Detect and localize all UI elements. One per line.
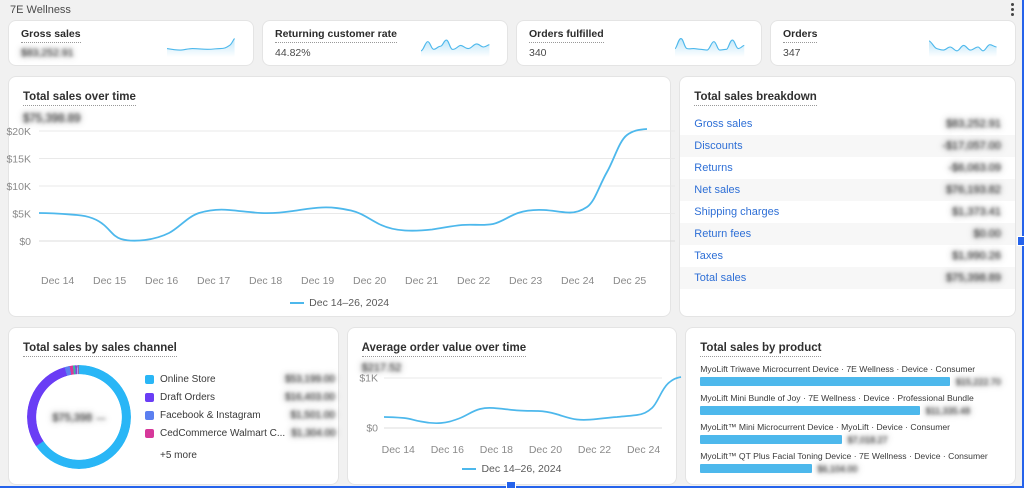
svg-text:$5K: $5K <box>12 209 31 221</box>
svg-text:$0: $0 <box>19 236 31 248</box>
svg-text:$20K: $20K <box>6 126 31 138</box>
svg-text:$0: $0 <box>366 423 378 435</box>
svg-text:$10K: $10K <box>6 181 31 193</box>
svg-text:$15K: $15K <box>6 154 31 166</box>
svg-text:$1K: $1K <box>359 373 378 385</box>
